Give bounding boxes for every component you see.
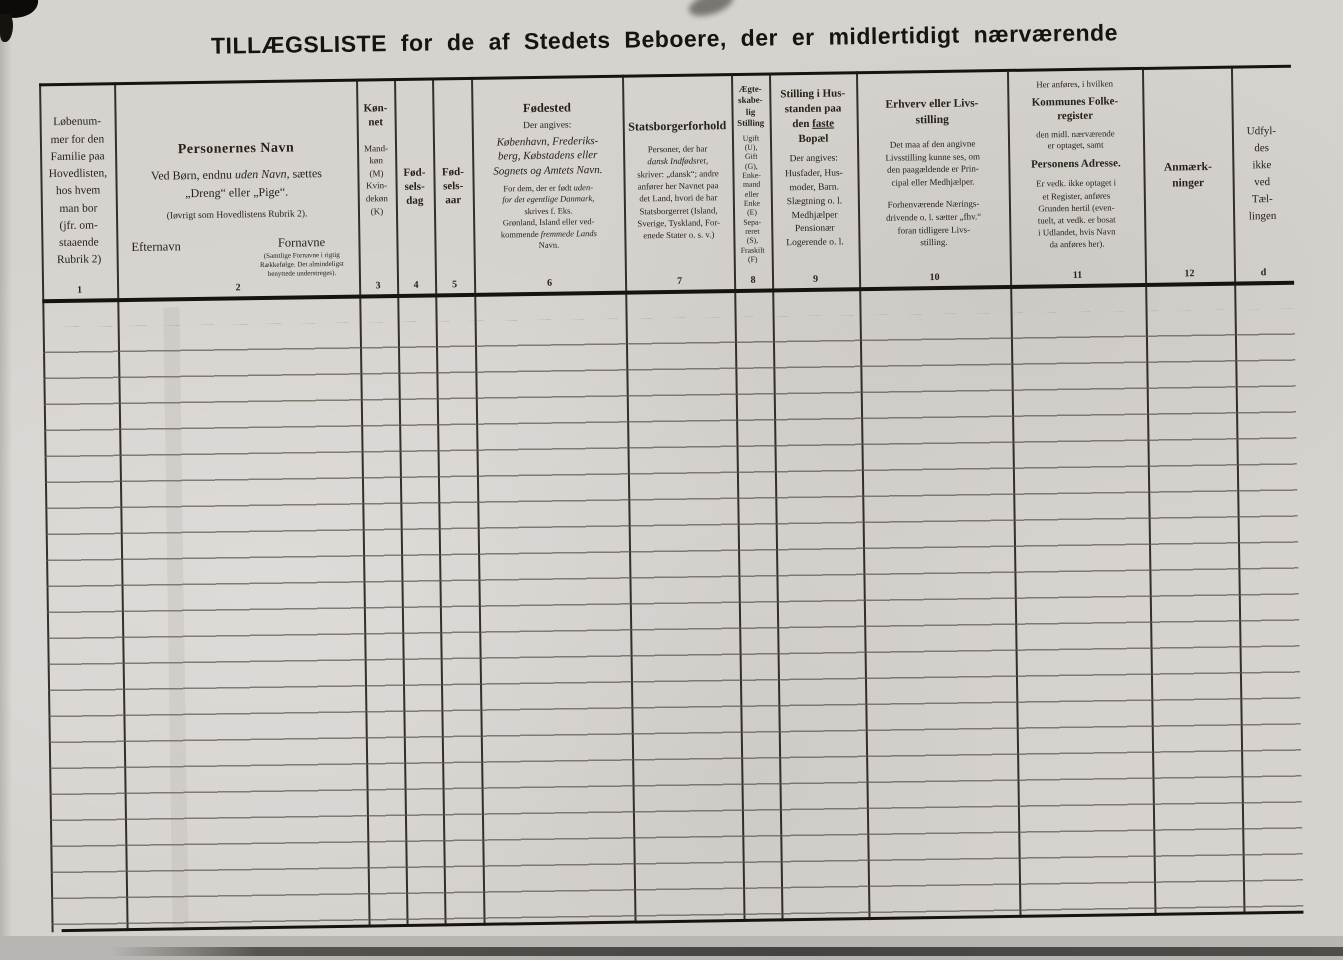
col6-title: Fødested bbox=[522, 100, 572, 116]
col11-sub: den midl. nærværende er optaget, samt bbox=[1036, 127, 1115, 151]
column-number-8: 8 bbox=[750, 274, 756, 286]
column-number-d: d bbox=[1260, 267, 1267, 279]
col11-adresse: Personens Adresse. bbox=[1030, 157, 1121, 172]
column-number-11: 11 bbox=[1072, 269, 1083, 282]
col2-note: (Iøvrigt som Hovedlistens Rubrik 2). bbox=[166, 209, 308, 222]
header-cell-d: Udfyl- des ikke ved Tæl- lingen d bbox=[1232, 68, 1292, 281]
col10-title: Erhverv eller Livs- stilling bbox=[885, 97, 979, 126]
col9-title: Stilling i Hus- standen paa den faste Bo… bbox=[780, 87, 846, 145]
col6-der-angives: Der angives: bbox=[523, 120, 572, 132]
col3-sub: Mand- køn (M) Kvin- dekøn (K) bbox=[363, 142, 389, 216]
col1-text: Løbenum- mer for den Familie paa Hovedli… bbox=[48, 115, 108, 267]
column-number-10: 10 bbox=[929, 271, 940, 284]
page-edge-shadow bbox=[110, 947, 1343, 956]
left-edge-shadow bbox=[0, 0, 12, 960]
column-number-3: 3 bbox=[375, 280, 381, 292]
header-cell-8: Ægte- skabe- lig Stilling Ugift (U), Gif… bbox=[732, 76, 771, 289]
corner-ink-drip bbox=[0, 14, 13, 42]
header-cell-3: Køn- net Mand- køn (M) Kvin- dekøn (K) 3 bbox=[357, 81, 396, 294]
col10-body2: Forhenværende Nærings- drivende o. l. sæ… bbox=[885, 198, 982, 248]
col6-main: København, Frederiks- berg, Købstadens e… bbox=[493, 135, 603, 178]
column-number-6: 6 bbox=[546, 277, 553, 289]
col8-sub: Ugift (U), Gift (G), Enke- mand eller En… bbox=[740, 133, 765, 264]
col8-title: Ægte- skabe- lig Stilling bbox=[737, 83, 765, 129]
col10-body1: Det maa af den angivne Livsstilling kunn… bbox=[885, 138, 981, 188]
header-cell-2: Personernes Navn Ved Børn, endnu uden Na… bbox=[115, 82, 358, 298]
col3-title: Køn- net bbox=[363, 102, 388, 129]
col12-title: Anmærk- ninger bbox=[1163, 160, 1212, 190]
column-number-9: 9 bbox=[812, 273, 819, 285]
col9-body: Husfader, Hus- moder, Barn. Slægtning o.… bbox=[785, 168, 844, 249]
column-number-4: 4 bbox=[413, 279, 419, 291]
column-number-1: 1 bbox=[77, 284, 83, 296]
column-number-2: 2 bbox=[235, 282, 241, 294]
cold-text: Udfyl- des ikke ved Tæl- lingen bbox=[1246, 124, 1277, 223]
header-cell-7: Statsborgerforhold Personer, der har dan… bbox=[623, 76, 733, 290]
header-cell-9: Stilling i Hus- standen paa den faste Bo… bbox=[770, 74, 858, 287]
col9-der-angives: Der angives: bbox=[789, 153, 838, 165]
header-cell-6: Fødested Der angives: København, Frederi… bbox=[472, 78, 624, 292]
header-cell-5: Fød- sels- aar 5 bbox=[433, 80, 473, 293]
header-cell-10: Erhverv eller Livs- stilling Det maa af … bbox=[857, 72, 1009, 286]
header-cell-12: Anmærk- ninger 12 bbox=[1143, 69, 1233, 282]
column-number-12: 12 bbox=[1184, 268, 1195, 280]
col11-title: Kommunes Folke- register bbox=[1031, 95, 1119, 123]
col5-title: Fød- sels- aar bbox=[441, 165, 464, 207]
fornavne-note: (Samtlige Fornavne i rigtig Rækkefølge. … bbox=[259, 250, 344, 278]
column-number-7: 7 bbox=[676, 275, 683, 287]
column-number-5: 5 bbox=[451, 279, 458, 291]
col4-title: Fød- sels- dag bbox=[403, 166, 426, 208]
col7-body: Personer, der har dansk Indfødsret, skri… bbox=[637, 143, 721, 241]
empty-row-rules bbox=[42, 308, 1304, 930]
header-cell-11: Her anføres, i hvilken Kommunes Folke- r… bbox=[1008, 70, 1144, 284]
col2-name-labels: Efternavn Fornavne (Samtlige Fornavne i … bbox=[117, 234, 358, 281]
col11-intro: Her anføres, i hvilken bbox=[1036, 78, 1114, 90]
fornavne-label: Fornavne (Samtlige Fornavne i rigtig Ræk… bbox=[259, 234, 344, 278]
header-cell-4: Fød- sels- dag 4 bbox=[395, 81, 434, 294]
header-cell-1: Løbenum- mer for den Familie paa Hovedli… bbox=[40, 85, 116, 298]
col7-title: Statsborgerforhold bbox=[628, 118, 727, 134]
col2-body: Ved Børn, endnu uden Navn, sættes „Dreng… bbox=[150, 166, 323, 201]
col6-sub: For dem, der er født uden- for det egent… bbox=[500, 182, 597, 251]
efternavn-label: Efternavn bbox=[131, 238, 181, 254]
page-title: TILLÆGSLISTE for de af Stedets Beboere, … bbox=[210, 19, 1119, 59]
col2-title: Personernes Navn bbox=[177, 140, 295, 158]
col11-body: Er vedk. ikke optaget i et Register, anf… bbox=[1036, 177, 1117, 250]
